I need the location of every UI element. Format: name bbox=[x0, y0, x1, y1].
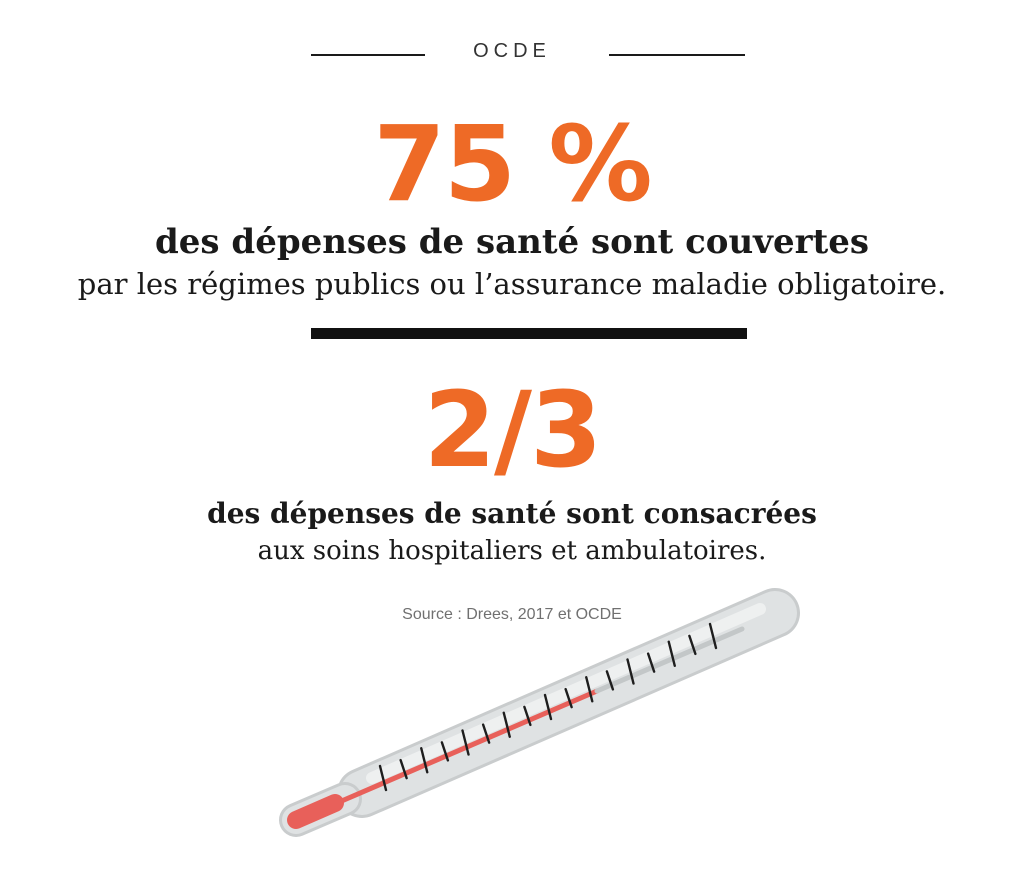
thermometer-tick bbox=[585, 676, 594, 703]
thermometer-tick bbox=[667, 640, 676, 667]
stat-bold-text-hospital-care: des dépenses de santé sont consacrées bbox=[207, 497, 817, 530]
stat-value-hospital-care: 2/3 bbox=[423, 369, 603, 491]
header-rule-right bbox=[609, 54, 745, 56]
thermometer-tick bbox=[399, 758, 408, 780]
stat-regular-text-public-coverage: par les régimes publics ou l’assurance m… bbox=[77, 267, 947, 301]
thermometer-tick bbox=[708, 622, 718, 650]
source-note: Source : Drees, 2017 et OCDE bbox=[402, 606, 622, 623]
thermometer-scale bbox=[378, 622, 718, 792]
thermometer-tick bbox=[646, 652, 656, 673]
thermometer-tick bbox=[605, 670, 615, 691]
thermometer-tick bbox=[502, 711, 511, 738]
header-label: OCDE bbox=[473, 40, 551, 62]
stat-regular-text-hospital-care: aux soins hospitaliers et ambulatoires. bbox=[257, 536, 767, 566]
thermometer-tick bbox=[461, 729, 470, 756]
header-rule-left bbox=[311, 54, 425, 56]
thermometer-tick bbox=[626, 658, 635, 685]
thermometer-mercury bbox=[287, 626, 745, 829]
thermometer-tick bbox=[543, 693, 553, 721]
stat-value-public-coverage: 75 % bbox=[373, 103, 652, 225]
thermometer-tick bbox=[440, 741, 450, 762]
thermometer-tick bbox=[481, 723, 491, 744]
thermometer-tick bbox=[688, 634, 697, 656]
section-divider bbox=[311, 328, 747, 339]
header: OCDE bbox=[0, 38, 1024, 70]
thermometer-tick bbox=[420, 747, 429, 774]
thermometer-tick bbox=[378, 764, 388, 792]
thermometer-tick bbox=[564, 687, 573, 709]
thermometer-tick bbox=[523, 705, 532, 727]
stat-bold-text-public-coverage: des dépenses de santé sont couvertes bbox=[155, 222, 869, 262]
